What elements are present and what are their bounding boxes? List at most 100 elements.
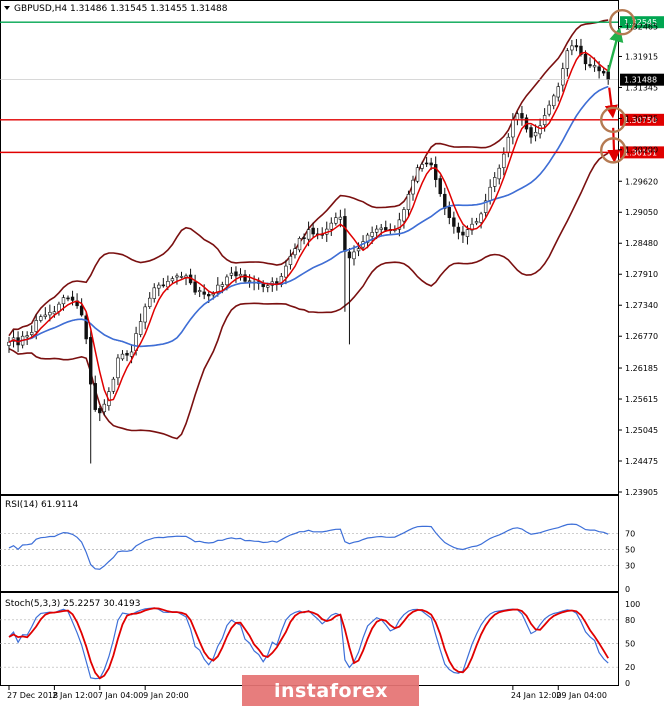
- candle-body: [293, 248, 297, 256]
- candle-body: [34, 320, 38, 332]
- price-tick-label: 1.25045: [625, 426, 658, 435]
- stoch-label: Stoch(5,3,3) 25.2257 30.4193: [5, 599, 140, 609]
- candle-body: [234, 271, 238, 277]
- chart-title: GBPUSD,H4 1.31486 1.31545 1.31455 1.3148…: [14, 4, 228, 14]
- price-axis: 1.32465 1.31915 1.31345 1.30775 1.30200 1.296…: [618, 23, 658, 497]
- candle-body: [502, 153, 506, 168]
- candle-body: [402, 209, 406, 222]
- candle-body: [592, 65, 597, 68]
- price-tick-label: 1.24475: [625, 457, 658, 466]
- candle-body: [529, 127, 533, 138]
- stoch-level-label: 80: [625, 616, 635, 625]
- lower-band-line: [8, 152, 609, 440]
- forecast-annotations: [599, 9, 636, 164]
- horizontal-levels: 1.32545 1.30750 1.30151 1.31488: [0, 16, 664, 159]
- time-tick-label: 27 Dec 2018: [7, 691, 58, 700]
- candle-body: [397, 219, 402, 230]
- rsi-level-label: 70: [625, 530, 635, 539]
- price-tick-label: 1.32465: [625, 23, 658, 32]
- candle-body: [216, 284, 220, 294]
- candle-body: [447, 207, 452, 218]
- candle-body: [111, 378, 116, 392]
- stoch-level-label: 20: [625, 663, 635, 672]
- price-tick-label: 1.30775: [625, 114, 658, 123]
- candle-body: [89, 337, 93, 385]
- candle-body: [601, 70, 606, 74]
- candle-body: [547, 104, 551, 115]
- candle-body: [347, 251, 352, 259]
- price-tick-label: 1.26185: [625, 364, 658, 373]
- candle-body: [465, 229, 470, 237]
- candle-body: [552, 95, 556, 107]
- candle-body: [343, 216, 347, 252]
- candle-body: [179, 276, 184, 278]
- candle-body: [129, 351, 134, 357]
- candle-body: [384, 227, 388, 231]
- rsi-level-label: 50: [625, 546, 635, 555]
- candle-body: [93, 383, 97, 410]
- symbol-dropdown-icon[interactable]: [4, 6, 10, 10]
- stoch-level-label: 0: [625, 679, 630, 688]
- candle-body: [424, 162, 429, 165]
- stoch-level-label: 50: [625, 640, 635, 649]
- candle-body: [138, 321, 143, 335]
- candle-body: [461, 231, 465, 236]
- stoch-panel: 100 80 50 20 0 Stoch(5,3,3) 25.2257 30.4193: [0, 592, 640, 688]
- candle-body: [247, 280, 252, 283]
- candle-body: [297, 238, 302, 251]
- candle-body: [170, 278, 175, 282]
- candle-body: [497, 167, 501, 180]
- level-tag-label: 1.30750: [624, 116, 657, 125]
- candle-body: [302, 237, 306, 239]
- candle-body: [284, 265, 288, 278]
- current-price-label: 1.31488: [624, 76, 657, 85]
- candle-body: [565, 50, 570, 69]
- candle-body: [7, 341, 11, 346]
- candle-body: [266, 285, 270, 288]
- candle-body: [479, 213, 483, 223]
- level-tag: [620, 146, 664, 159]
- candle-body: [202, 291, 206, 295]
- stoch-signal-line: [8, 607, 609, 680]
- time-tick-label: 9 Jan 20:00: [143, 691, 189, 700]
- candle-body: [374, 228, 379, 233]
- price-panel-border: [0, 0, 619, 495]
- candle-body: [207, 294, 211, 297]
- candle-body: [197, 290, 202, 293]
- candle-body: [406, 194, 411, 210]
- current-price-tag: [620, 73, 664, 86]
- rsi-level-label: 0: [625, 585, 630, 594]
- candle-body: [29, 332, 34, 335]
- rsi-panel: 70 50 30 0 RSI(14) 61.9114: [0, 495, 635, 594]
- candle-body: [561, 68, 565, 86]
- candle-body: [329, 222, 333, 230]
- candle-body: [148, 297, 152, 307]
- price-tick-label: 1.27340: [625, 301, 658, 310]
- level-tag-label: 1.30151: [624, 148, 657, 157]
- rsi-line: [8, 523, 609, 570]
- candle-body: [334, 217, 338, 224]
- candle-body: [116, 357, 120, 379]
- price-panel: 1.32545 1.30750 1.30151 1.31488 GBPUSD,H4 1…: [0, 0, 664, 495]
- candle-body: [288, 255, 293, 265]
- price-tick-label: 1.25615: [625, 395, 658, 404]
- price-tick-label: 1.23905: [625, 488, 658, 497]
- candle-body: [66, 297, 70, 300]
- price-tick-label: 1.30200: [625, 146, 658, 155]
- candle-body: [411, 179, 415, 195]
- candle-body: [493, 177, 497, 187]
- candle-body: [511, 119, 515, 138]
- candles: [7, 38, 610, 464]
- candle-body: [220, 284, 225, 287]
- candle-body: [84, 315, 88, 340]
- candle-body: [506, 136, 511, 153]
- candle-body: [483, 200, 488, 213]
- candle-body: [583, 53, 588, 65]
- rsi-level-label: 30: [625, 561, 635, 570]
- target-circle: [599, 137, 627, 164]
- candle-body: [438, 178, 442, 195]
- candle-body: [533, 132, 538, 137]
- target-circle: [608, 9, 636, 36]
